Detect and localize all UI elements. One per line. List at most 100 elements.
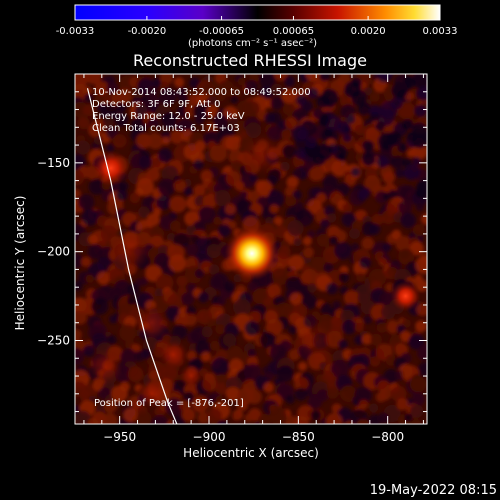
noise-blob [285, 395, 295, 405]
noise-blob [213, 216, 222, 226]
noise-blob [157, 148, 173, 163]
noise-blob [357, 102, 371, 116]
colorbar-tick-label: -0.0020 [128, 26, 167, 37]
y-tick-label: −250 [37, 333, 70, 347]
noise-blob [331, 159, 349, 177]
noise-blob [209, 340, 220, 351]
noise-blob [316, 192, 327, 203]
noise-blob [381, 210, 396, 225]
source-layer [87, 132, 421, 409]
noise-blob [388, 133, 399, 144]
noise-blob [298, 361, 308, 371]
noise-blob [244, 363, 262, 381]
noise-blob [415, 256, 427, 274]
noise-blob [146, 167, 161, 182]
noise-blob [75, 347, 85, 366]
y-tick-label: −150 [37, 156, 70, 170]
noise-blob [200, 351, 211, 362]
source-blob [390, 280, 421, 312]
noise-blob [215, 382, 228, 395]
noise-blob [375, 121, 385, 132]
noise-blob [400, 212, 417, 229]
noise-blob [84, 74, 102, 85]
noise-blob [369, 92, 380, 102]
noise-blob [344, 290, 360, 306]
noise-blob [409, 376, 427, 393]
noise-blob [362, 140, 374, 152]
noise-blob [225, 135, 242, 151]
axis-ticks: −950 −900 −850 −800 −150 −200 −250 [37, 74, 427, 444]
noise-blob [295, 147, 307, 160]
noise-blob [294, 416, 310, 424]
noise-blob [303, 246, 314, 258]
noise-blob [293, 237, 302, 247]
noise-blob [216, 91, 226, 102]
noise-blob [87, 234, 98, 245]
noise-blob [398, 248, 415, 265]
noise-blob [81, 209, 99, 226]
noise-blob [397, 101, 416, 120]
noise-blob [75, 410, 91, 424]
noise-blob [369, 105, 381, 116]
noise-blob [127, 366, 144, 383]
noise-blob [239, 190, 248, 200]
noise-blob [244, 320, 260, 336]
noise-blob [100, 104, 118, 122]
noise-blob [379, 388, 392, 401]
noise-blob [395, 235, 412, 253]
noise-blob [292, 169, 302, 178]
noise-blob [234, 181, 245, 191]
noise-blob [78, 194, 95, 211]
noise-blob [266, 283, 282, 299]
solar-limb-curve [86, 88, 178, 424]
noise-blob [85, 274, 95, 283]
colorbar-tick-label: 0.0020 [351, 26, 386, 37]
noise-blob [287, 219, 304, 237]
noise-blob [259, 74, 276, 89]
noise-blob [228, 220, 237, 230]
noise-blob [332, 350, 346, 363]
noise-blob [351, 167, 361, 177]
noise-blob [189, 77, 201, 89]
noise-blob [161, 136, 171, 145]
noise-blob [354, 322, 364, 333]
noise-blob [344, 174, 356, 186]
noise-blob [173, 232, 190, 249]
noise-blob [197, 291, 209, 303]
noise-blob [291, 125, 309, 142]
noise-blob [75, 280, 83, 292]
noise-blob [75, 329, 82, 340]
noise-blob [350, 242, 360, 252]
noise-blob [415, 203, 424, 212]
noise-blob [213, 113, 228, 129]
noise-blob [247, 348, 257, 358]
noise-blob [416, 86, 427, 101]
noise-blob [391, 229, 402, 240]
noise-blob [103, 413, 118, 424]
noise-blob [398, 200, 413, 215]
noise-blob [237, 77, 246, 86]
noise-blob [408, 333, 425, 350]
x-tick-label: −900 [193, 430, 226, 444]
noise-blob [209, 144, 228, 163]
noise-blob [259, 331, 276, 349]
noise-blob [415, 320, 427, 333]
noise-blob [194, 115, 205, 125]
noise-blob [243, 100, 260, 117]
noise-blob [205, 122, 217, 134]
noise-blob [399, 330, 412, 343]
noise-blob [77, 116, 90, 130]
noise-blob [177, 93, 188, 104]
noise-blob [183, 186, 193, 196]
noise-blob [269, 343, 287, 361]
noise-blob [193, 184, 206, 197]
noise-blob [169, 220, 181, 232]
source-blob [224, 226, 280, 281]
noise-blob [184, 313, 197, 326]
annotation-algorithm: Clean Total counts: 6.17E+03 [92, 123, 240, 134]
noise-blob [224, 281, 236, 293]
noise-blob [334, 241, 352, 260]
noise-blob [358, 187, 370, 200]
noise-blob [421, 131, 427, 143]
noise-blob [166, 232, 176, 242]
